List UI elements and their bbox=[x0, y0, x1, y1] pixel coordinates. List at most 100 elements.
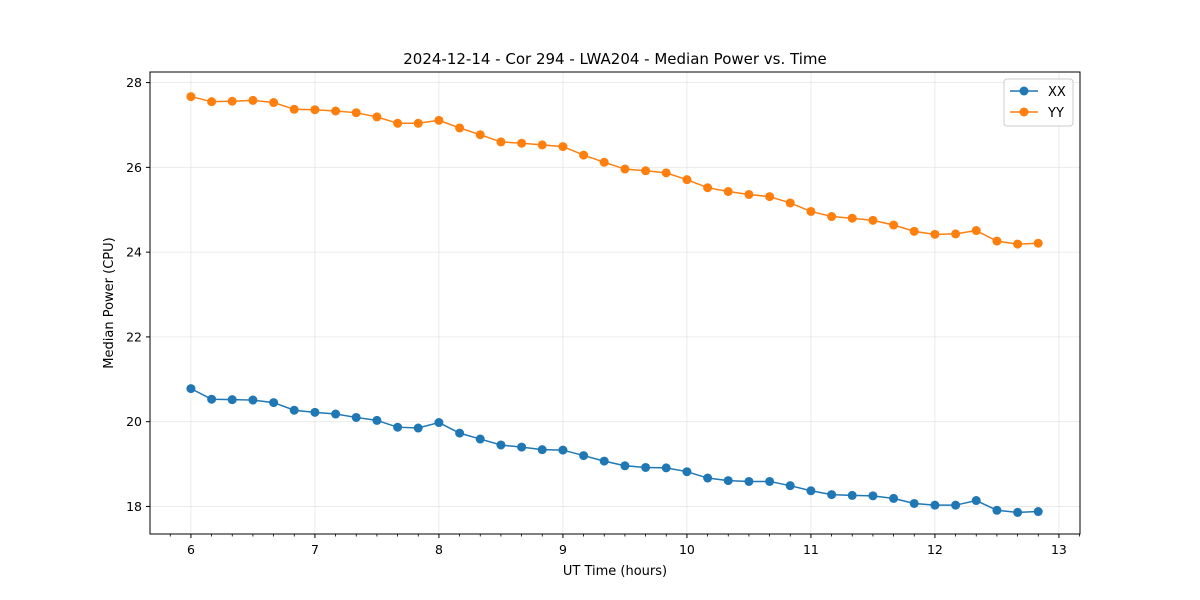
data-point-yy bbox=[455, 123, 465, 133]
data-point-xx bbox=[641, 462, 651, 472]
data-point-xx bbox=[806, 486, 816, 496]
data-point-xx bbox=[827, 490, 837, 500]
data-point-yy bbox=[765, 192, 775, 202]
y-tick-label: 22 bbox=[126, 329, 142, 344]
data-point-yy bbox=[537, 140, 547, 150]
data-point-xx bbox=[207, 394, 217, 404]
data-point-yy bbox=[372, 112, 382, 122]
data-point-yy bbox=[517, 138, 527, 148]
data-point-yy bbox=[909, 226, 919, 236]
data-point-yy bbox=[599, 157, 609, 167]
series-layer bbox=[186, 92, 1043, 517]
y-axis-label: Median Power (CPU) bbox=[102, 237, 117, 368]
data-point-yy bbox=[682, 175, 692, 185]
x-axis-label: UT Time (hours) bbox=[563, 564, 667, 579]
data-point-xx bbox=[331, 409, 341, 419]
plot-frame bbox=[149, 71, 1081, 535]
data-point-yy bbox=[620, 164, 630, 174]
x-tick-label: 9 bbox=[559, 542, 567, 557]
data-point-xx bbox=[971, 496, 981, 506]
data-point-yy bbox=[227, 96, 237, 106]
data-point-xx bbox=[248, 395, 258, 405]
legend-marker-yy bbox=[1019, 107, 1029, 117]
x-tick-label: 8 bbox=[435, 542, 443, 557]
data-point-xx bbox=[372, 415, 382, 425]
data-point-yy bbox=[930, 229, 940, 239]
data-point-xx bbox=[723, 476, 733, 486]
chart-title: 2024-12-14 - Cor 294 - LWA204 - Median P… bbox=[403, 50, 827, 68]
data-point-yy bbox=[744, 189, 754, 199]
data-point-yy bbox=[868, 215, 878, 225]
data-point-yy bbox=[723, 187, 733, 197]
data-point-yy bbox=[1033, 238, 1043, 248]
data-point-yy bbox=[806, 206, 816, 216]
x-tick-label: 12 bbox=[927, 542, 943, 557]
data-point-yy bbox=[641, 166, 651, 176]
data-point-xx bbox=[889, 493, 899, 503]
data-point-yy bbox=[289, 104, 299, 114]
data-point-yy bbox=[951, 229, 961, 239]
data-point-yy bbox=[889, 220, 899, 230]
data-point-yy bbox=[992, 236, 1002, 246]
data-point-xx bbox=[537, 445, 547, 455]
data-point-xx bbox=[992, 505, 1002, 515]
y-tick-label: 18 bbox=[126, 499, 142, 514]
data-point-xx bbox=[785, 481, 795, 491]
data-point-xx bbox=[579, 451, 589, 461]
y-tick-label: 24 bbox=[126, 245, 142, 260]
y-tick-label: 20 bbox=[126, 414, 142, 429]
data-point-xx bbox=[227, 395, 237, 405]
data-point-xx bbox=[475, 434, 485, 444]
data-point-xx bbox=[620, 461, 630, 471]
legend-marker-xx bbox=[1019, 86, 1029, 96]
data-point-yy bbox=[475, 130, 485, 140]
data-point-xx bbox=[186, 384, 196, 394]
data-point-xx bbox=[661, 463, 671, 473]
data-point-xx bbox=[517, 442, 527, 452]
x-tick-label: 7 bbox=[311, 542, 319, 557]
y-tick-label: 26 bbox=[126, 160, 142, 175]
grid bbox=[150, 72, 1080, 534]
data-point-yy bbox=[785, 198, 795, 208]
data-point-xx bbox=[413, 423, 423, 433]
data-point-yy bbox=[186, 92, 196, 102]
data-point-xx bbox=[310, 407, 320, 417]
data-point-xx bbox=[765, 476, 775, 486]
data-point-yy bbox=[269, 98, 279, 108]
series-xx bbox=[186, 384, 1043, 517]
data-point-xx bbox=[269, 398, 279, 408]
data-point-yy bbox=[351, 108, 361, 118]
data-point-xx bbox=[744, 476, 754, 486]
x-tick-label: 10 bbox=[679, 542, 695, 557]
data-point-xx bbox=[289, 405, 299, 415]
data-point-yy bbox=[827, 212, 837, 222]
data-point-yy bbox=[661, 168, 671, 178]
x-tick-label: 13 bbox=[1051, 542, 1067, 557]
data-point-xx bbox=[930, 500, 940, 510]
legend: XX YY bbox=[1003, 78, 1074, 127]
data-point-xx bbox=[909, 498, 919, 508]
data-point-xx bbox=[393, 422, 403, 432]
data-point-xx bbox=[1013, 507, 1023, 517]
y-tick-label: 28 bbox=[126, 75, 142, 90]
legend-label-yy: YY bbox=[1047, 106, 1064, 121]
data-point-xx bbox=[703, 473, 713, 483]
data-point-xx bbox=[455, 428, 465, 438]
data-point-xx bbox=[951, 500, 961, 510]
data-point-yy bbox=[434, 115, 444, 125]
data-point-yy bbox=[847, 213, 857, 223]
data-point-xx bbox=[682, 467, 692, 477]
data-point-yy bbox=[703, 183, 713, 193]
data-point-xx bbox=[868, 491, 878, 501]
data-point-yy bbox=[1013, 239, 1023, 249]
data-point-yy bbox=[496, 137, 506, 147]
x-tick-label: 6 bbox=[187, 542, 195, 557]
data-point-yy bbox=[971, 226, 981, 236]
data-point-yy bbox=[558, 142, 568, 152]
legend-label-xx: XX bbox=[1048, 85, 1066, 100]
data-point-yy bbox=[207, 97, 217, 107]
data-point-yy bbox=[248, 95, 258, 105]
data-point-xx bbox=[558, 445, 568, 455]
